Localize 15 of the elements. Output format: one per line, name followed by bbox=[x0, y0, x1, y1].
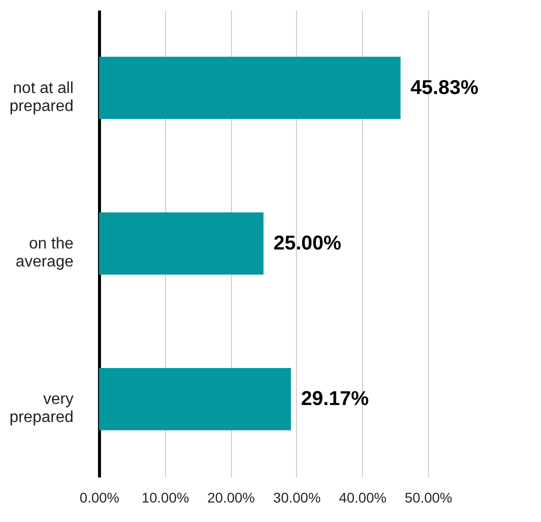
bar bbox=[99, 212, 264, 275]
x-tick-label: 30.00% bbox=[273, 490, 321, 506]
x-tick-label: 20.00% bbox=[207, 490, 255, 506]
x-tick-label: 10.00% bbox=[142, 490, 190, 506]
bar bbox=[99, 56, 401, 119]
y-tick-label: not at all prepared bbox=[9, 80, 74, 115]
data-label: 29.17% bbox=[300, 388, 369, 410]
y-tick-label: very prepared bbox=[9, 391, 74, 426]
x-tick-label: 40.00% bbox=[338, 490, 386, 506]
data-label: 25.00% bbox=[274, 232, 342, 254]
x-tick-label: 50.00% bbox=[404, 490, 452, 506]
x-tick-label: 0.00% bbox=[80, 490, 120, 506]
bar bbox=[99, 368, 291, 430]
y-tick-label: on the average bbox=[16, 236, 74, 270]
data-label: 45.83% bbox=[410, 76, 479, 99]
